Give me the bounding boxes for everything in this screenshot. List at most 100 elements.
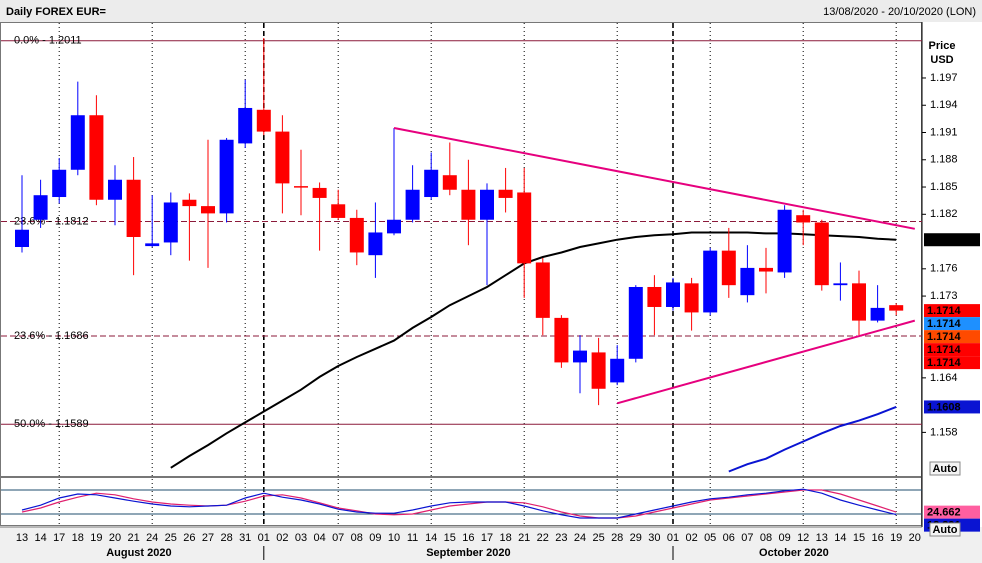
y-tick-label: 1.176 (930, 263, 958, 275)
x-tick-label: 30 (648, 532, 660, 544)
candle-body (108, 179, 122, 200)
x-tick-label: 16 (462, 532, 474, 544)
candle-body (331, 204, 346, 218)
x-tick-label: 31 (239, 532, 251, 544)
y-tick-label: 1.185 (930, 181, 958, 193)
candle-body (33, 195, 48, 220)
x-tick-label: 07 (741, 532, 753, 544)
x-tick-label: 09 (778, 532, 790, 544)
candle-body (684, 283, 699, 313)
candle-body (498, 189, 513, 198)
x-tick-label: 06 (723, 532, 735, 544)
price-label-box (924, 233, 980, 247)
x-tick-label: 26 (183, 532, 195, 544)
candle-body (163, 202, 178, 243)
price-label-box (924, 317, 980, 331)
candle-body (145, 243, 160, 247)
price-label-box (924, 356, 980, 370)
candle-body (833, 283, 848, 286)
x-tick-label: 02 (685, 532, 697, 544)
date-range: 13/08/2020 - 20/10/2020 (LON) (823, 6, 976, 18)
x-tick-label: 10 (388, 532, 400, 544)
candle-body (721, 250, 736, 286)
x-tick-label: 18 (72, 532, 84, 544)
candle-body (219, 139, 234, 214)
candle-body (461, 189, 476, 220)
x-tick-label: 29 (630, 532, 642, 544)
x-tick-label: 25 (592, 532, 604, 544)
candle-body (777, 209, 792, 273)
x-tick-label: 04 (313, 532, 325, 544)
x-tick-label: 14 (834, 532, 846, 544)
fib-label: 23.6% - 1.1686 (14, 330, 89, 342)
x-tick-label: 16 (871, 532, 883, 544)
candle-body (740, 267, 755, 296)
x-tick-label: 15 (444, 532, 456, 544)
x-tick-label: 17 (53, 532, 65, 544)
scale-button[interactable] (929, 461, 961, 476)
x-tick-label: 02 (276, 532, 288, 544)
x-tick-label: 19 (890, 532, 902, 544)
candle-body (405, 189, 420, 220)
price-label-box (924, 505, 980, 519)
x-tick-label: 03 (295, 532, 307, 544)
x-tick-label: 08 (760, 532, 772, 544)
candle-body (70, 115, 85, 170)
price-label: 1.1608 (927, 401, 961, 413)
x-tick-label: 13 (816, 532, 828, 544)
candle-body (349, 217, 364, 253)
x-tick-label: 01 (667, 532, 679, 544)
x-tick-label: 25 (165, 532, 177, 544)
candle-body (312, 187, 327, 198)
candle-body (294, 186, 308, 188)
fib-label: 23.6% - 1.1812 (14, 215, 89, 227)
candle-body (889, 305, 904, 311)
price-label: 24.662 (927, 507, 961, 519)
x-tick-label: 01 (258, 532, 270, 544)
candle-body (256, 109, 271, 132)
candle-body (368, 232, 383, 256)
candle-body (796, 215, 811, 223)
candle-body (275, 131, 290, 184)
x-tick-label: 17 (481, 532, 493, 544)
candle-body (15, 229, 29, 248)
candle-body (201, 206, 215, 214)
price-label-box (924, 304, 980, 318)
chart-title: Daily FOREX EUR= (6, 6, 106, 18)
candle-body (573, 350, 587, 363)
y-tick-label: 1.194 (930, 99, 958, 111)
x-tick-label: 21 (127, 532, 139, 544)
price-label: 1.1714 (927, 305, 962, 317)
candle-body (424, 169, 439, 198)
candle-body (703, 250, 718, 313)
x-tick-label: 07 (332, 532, 344, 544)
price-label: 1.1714 (927, 344, 962, 356)
date-axis (0, 527, 982, 563)
indicator-line (21, 488, 897, 519)
x-tick-label: 24 (146, 532, 158, 544)
price-label-box (924, 343, 980, 357)
candle-body (591, 352, 606, 389)
x-tick-label: 09 (369, 532, 381, 544)
candle-body (759, 267, 773, 272)
x-tick-label: 28 (220, 532, 232, 544)
candle-body (238, 107, 253, 144)
candle-body (126, 179, 141, 238)
x-tick-label: 24 (574, 532, 586, 544)
x-tick-label: 05 (704, 532, 716, 544)
candle-body (52, 169, 67, 198)
price-label-box (924, 330, 980, 344)
price-label: 1.1714 (927, 357, 962, 369)
x-tick-label: 18 (499, 532, 511, 544)
scale-button[interactable] (929, 522, 961, 537)
month-label: October 2020 (759, 547, 829, 559)
fib-label: 50.0% - 1.1589 (14, 418, 89, 430)
x-tick-label: 08 (351, 532, 363, 544)
x-tick-label: 11 (407, 532, 418, 544)
x-tick-label: 22 (537, 532, 549, 544)
x-tick-label: 28 (611, 532, 623, 544)
candle-body (870, 307, 885, 321)
candle-body (647, 286, 662, 307)
